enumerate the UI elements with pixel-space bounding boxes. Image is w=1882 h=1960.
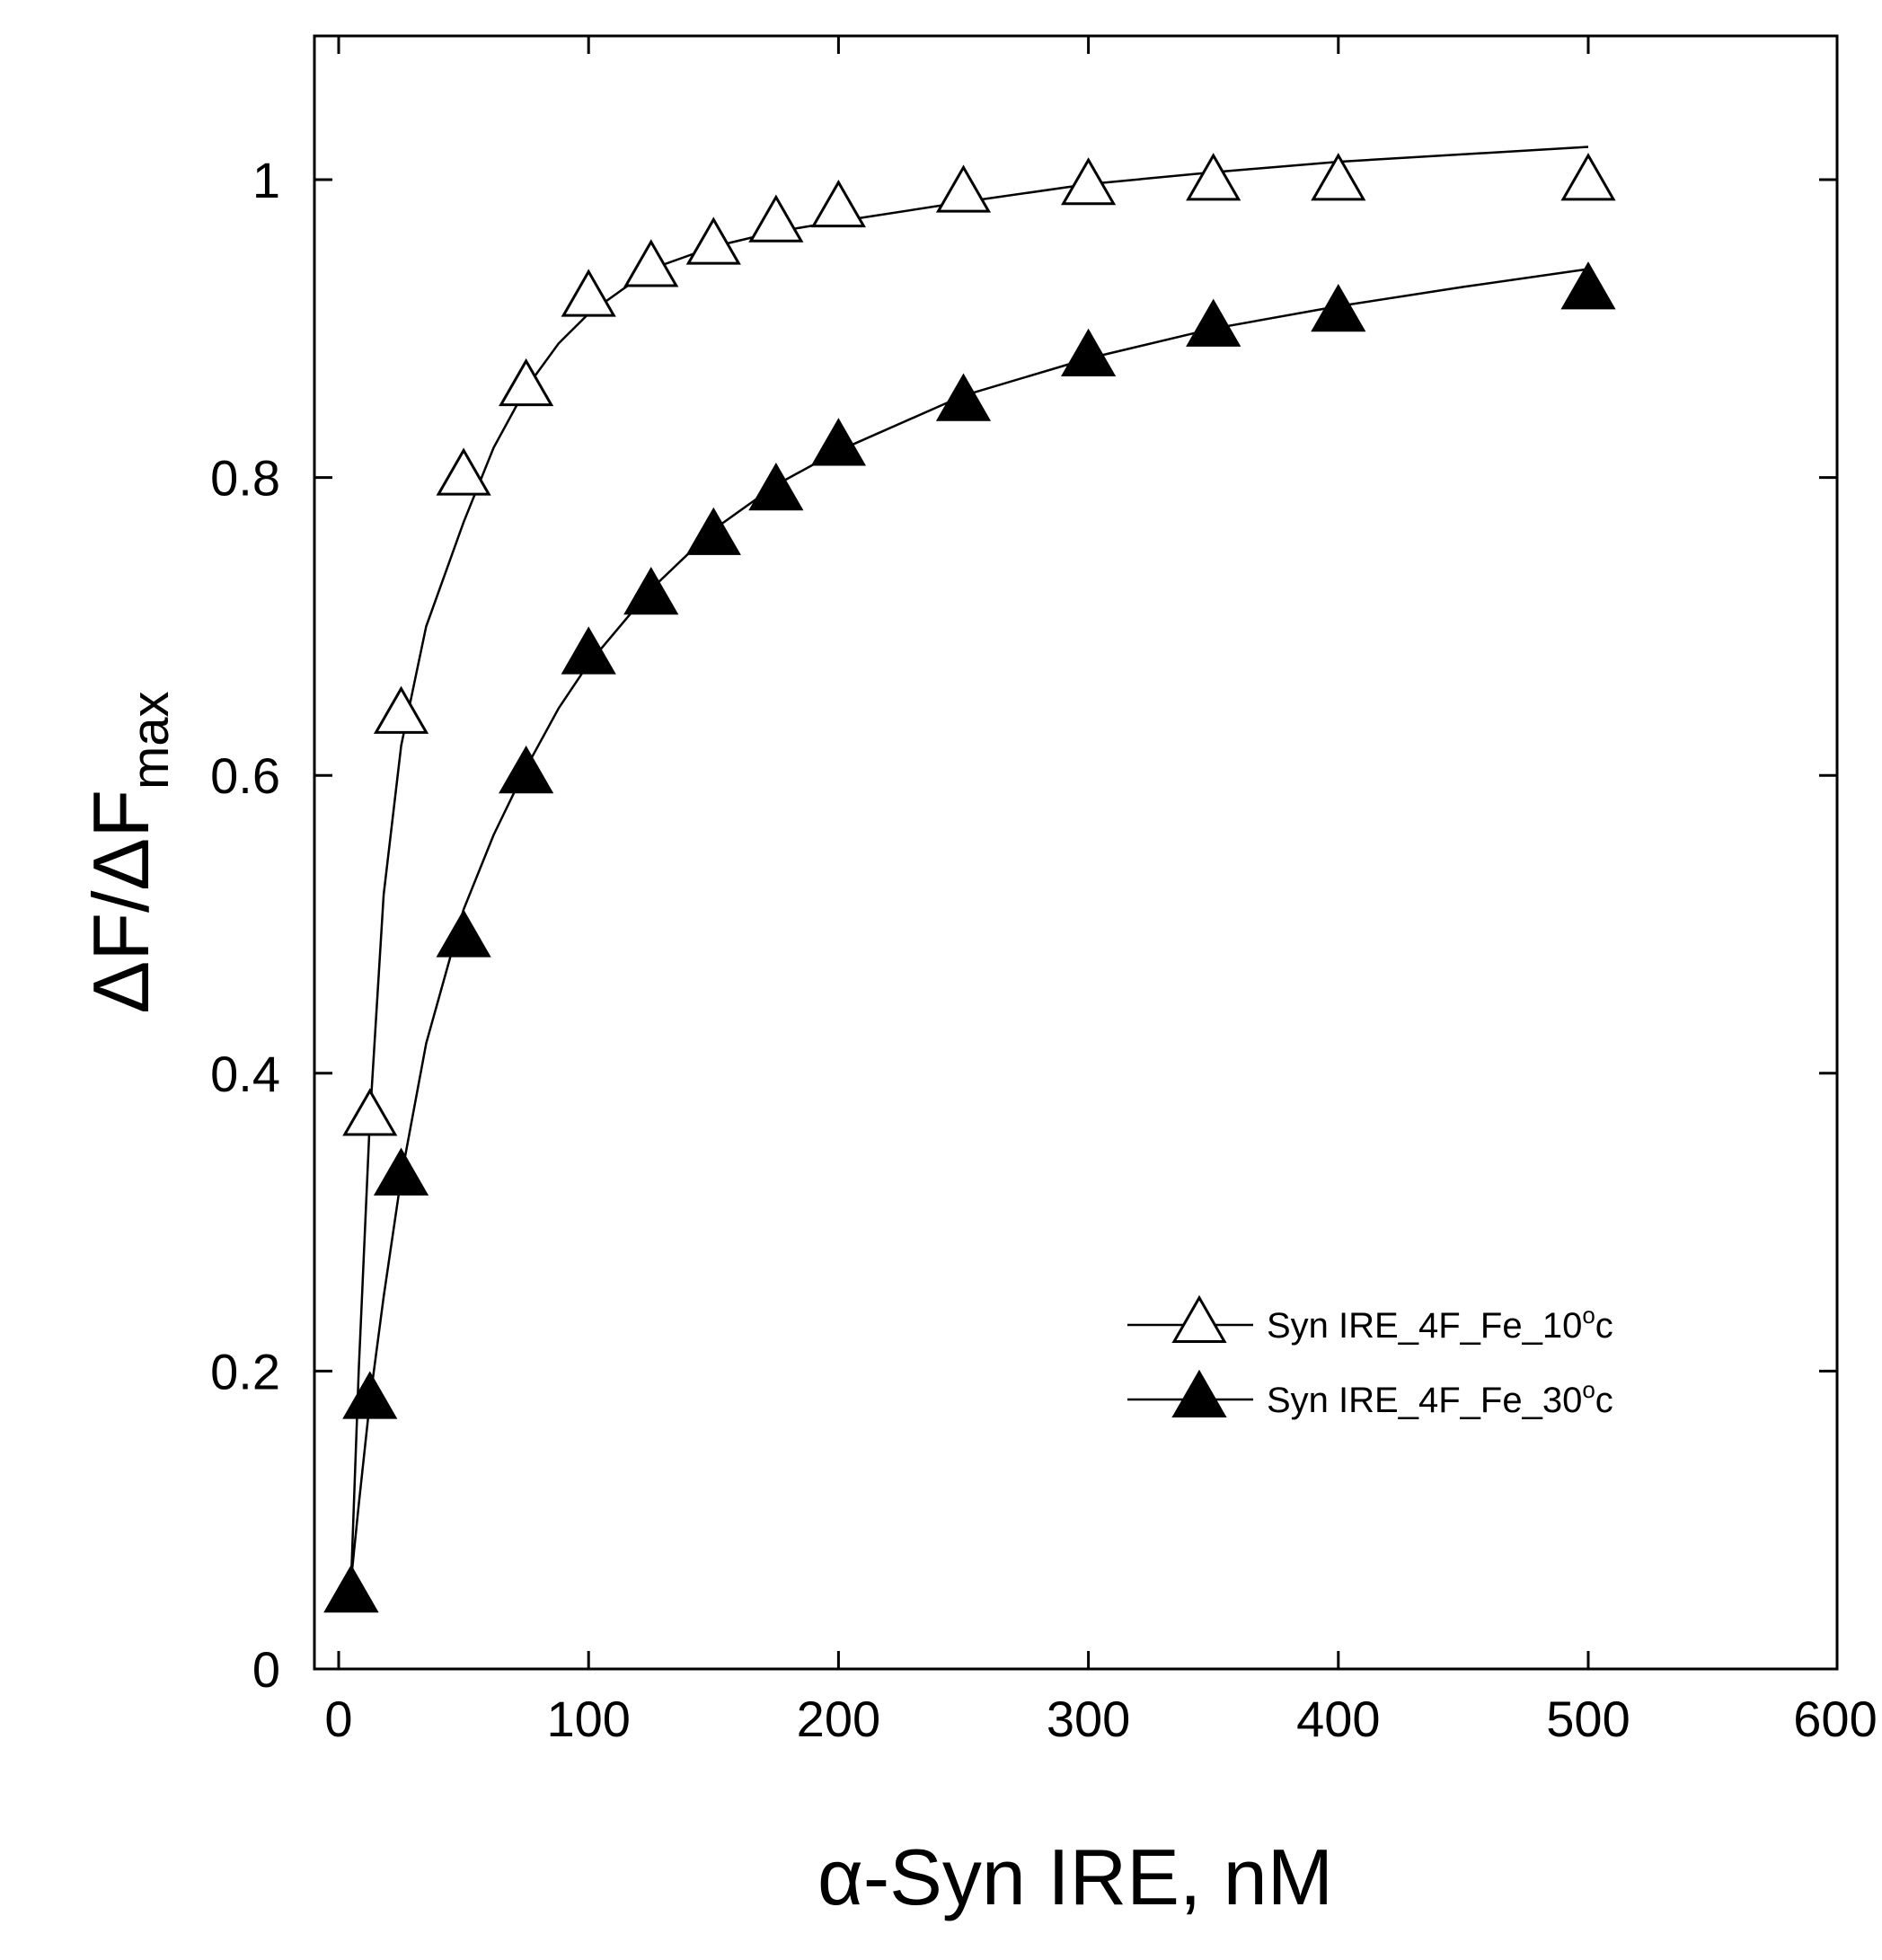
series-2-point — [810, 418, 866, 466]
y-tick-label: 0.4 — [210, 1046, 280, 1102]
series-1-point — [935, 164, 992, 213]
series-1-point — [685, 216, 741, 265]
series-2-point — [1311, 284, 1366, 332]
y-tick-label: 0.6 — [210, 747, 280, 804]
axes-layer: 0 100 200 300 400 500 600 0 0.2 0.4 0.6 0.8 1 — [210, 34, 1878, 1747]
series-1-point — [810, 179, 866, 228]
plot-frame — [313, 34, 1839, 1671]
series-2-point — [685, 507, 741, 555]
y-tick-label: 0.8 — [210, 450, 280, 507]
legend-label-1-degree: o — [1582, 1302, 1595, 1329]
legend-marker-2 — [1171, 1369, 1227, 1418]
y-axis-title-main: ΔF/ΔF — [76, 790, 165, 1014]
series-2-point — [1186, 298, 1241, 347]
series-1-point — [748, 194, 804, 243]
series-1-point — [436, 447, 491, 496]
x-tick-label: 500 — [1546, 1691, 1630, 1747]
x-tick-label: 400 — [1296, 1691, 1380, 1747]
series-2-point — [935, 373, 992, 421]
series-1-point — [1061, 157, 1117, 206]
series-1-point — [1186, 153, 1241, 201]
x-tick-label: 200 — [797, 1691, 880, 1747]
series-1-fit-line — [349, 146, 1589, 1580]
series-2-point — [342, 1371, 398, 1419]
x-axis-title: α-Syn IRE, nM — [817, 1832, 1333, 1921]
y-tick-label: 0.2 — [210, 1343, 280, 1399]
series-2-point — [1560, 261, 1616, 310]
series-2-point — [1061, 328, 1117, 376]
legend-label-1: Syn IRE_4F_Fe_10oc — [1267, 1302, 1613, 1346]
series-2-point — [373, 1147, 429, 1196]
x-tick-label: 300 — [1047, 1691, 1130, 1747]
plot-layer — [323, 146, 1616, 1613]
y-tick-label: 1 — [252, 152, 280, 208]
series-1-point — [1311, 153, 1366, 201]
legend-marker-1 — [1171, 1294, 1227, 1344]
legend-label-1-main: Syn IRE_4F_Fe_10 — [1267, 1306, 1582, 1346]
x-tick-label: 600 — [1793, 1691, 1877, 1747]
legend-label-2-unit: c — [1595, 1381, 1613, 1420]
series-1-point — [1560, 153, 1616, 201]
series-1-point — [342, 1088, 398, 1136]
legend-label-1-unit: c — [1595, 1306, 1613, 1346]
series-1-point — [623, 239, 679, 287]
y-tick-label: 0 — [252, 1641, 280, 1698]
legend-label-2-main: Syn IRE_4F_Fe_30 — [1267, 1381, 1582, 1420]
x-tick-label: 100 — [546, 1691, 630, 1747]
series-2-point — [499, 745, 554, 794]
series-1-point — [373, 685, 429, 734]
series-2-point — [323, 1564, 379, 1613]
y-axis-title: ΔF/ΔFmax — [76, 691, 180, 1013]
legend-label-2-degree: o — [1582, 1376, 1595, 1403]
y-axis-title-subscript: max — [121, 691, 180, 790]
series-2-point — [623, 567, 679, 615]
series-2-point — [436, 909, 491, 958]
series-1-point — [561, 269, 616, 317]
series-1-point — [499, 358, 554, 407]
legend-label-2: Syn IRE_4F_Fe_30oc — [1267, 1376, 1613, 1420]
x-tick-label: 0 — [324, 1691, 352, 1747]
series-2-point — [561, 626, 616, 675]
series-2-point — [748, 462, 804, 511]
